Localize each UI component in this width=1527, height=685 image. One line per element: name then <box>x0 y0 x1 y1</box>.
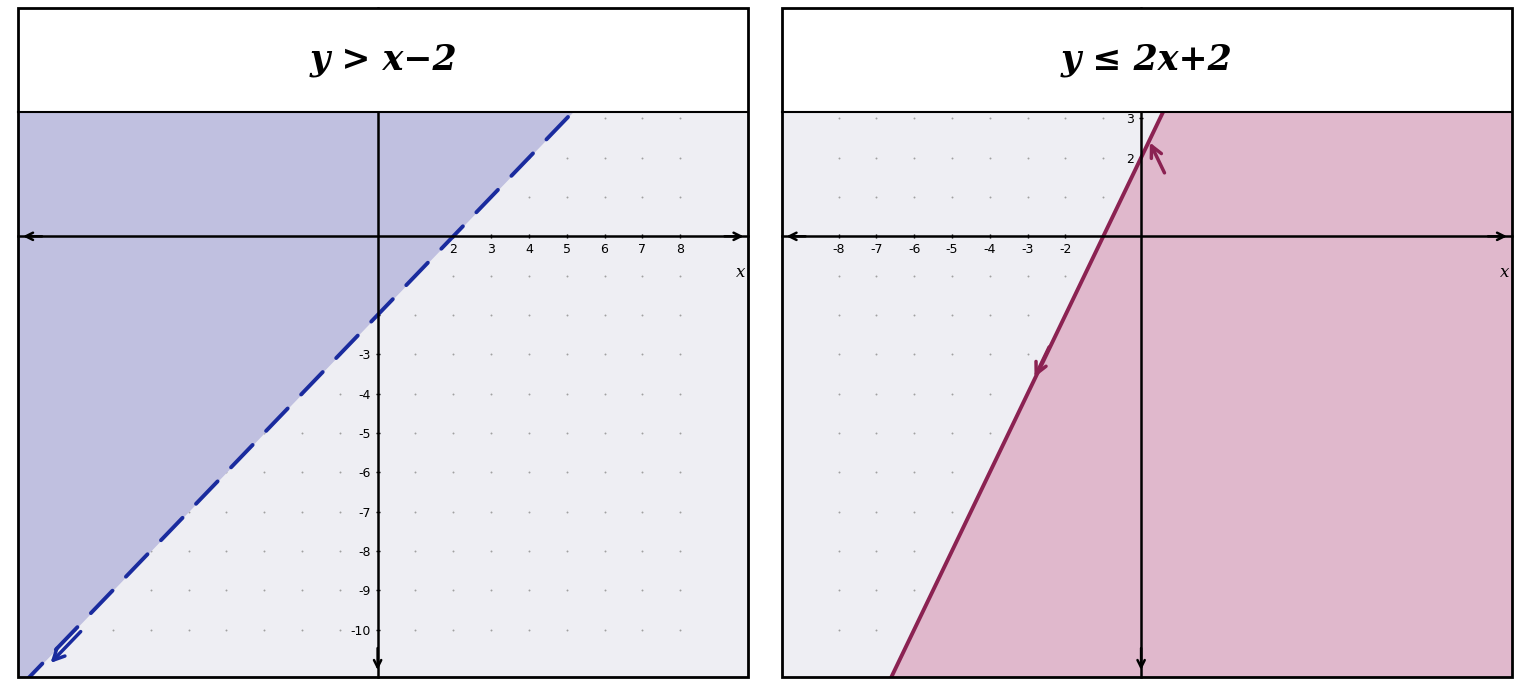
Text: y > x−2: y > x−2 <box>310 43 457 77</box>
Text: y: y <box>1151 14 1161 31</box>
Text: x: x <box>736 264 745 281</box>
Text: y: y <box>388 14 397 31</box>
Text: y ≤ 2x+2: y ≤ 2x+2 <box>1061 43 1232 77</box>
Text: x: x <box>1500 264 1509 281</box>
